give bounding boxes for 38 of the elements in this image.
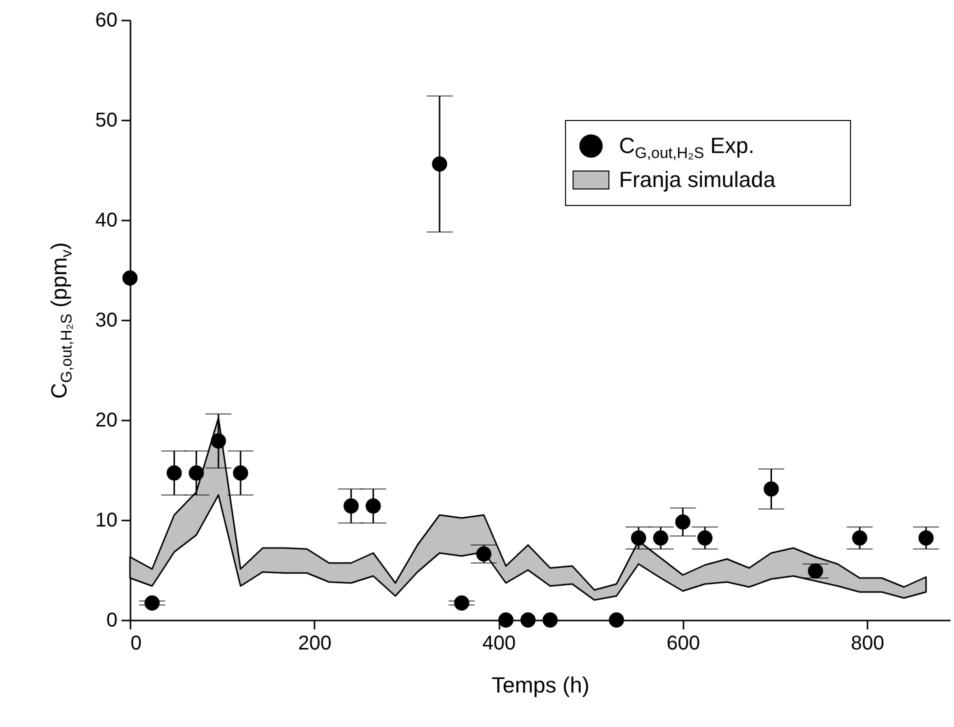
point bbox=[520, 612, 536, 628]
point bbox=[764, 481, 779, 497]
x-tick-label: 600 bbox=[666, 632, 700, 654]
point bbox=[675, 514, 690, 530]
point bbox=[608, 612, 624, 628]
y-tick-label: 10 bbox=[95, 510, 118, 532]
x-tick-label: 800 bbox=[850, 632, 884, 654]
point bbox=[631, 530, 646, 546]
point bbox=[697, 530, 713, 546]
point bbox=[232, 465, 248, 481]
point bbox=[498, 612, 514, 628]
y-tick-label: 60 bbox=[95, 10, 118, 32]
x-tick-label: 200 bbox=[298, 632, 332, 654]
point bbox=[366, 498, 381, 514]
point bbox=[852, 530, 868, 546]
point bbox=[918, 530, 934, 546]
x-tick-label: 0 bbox=[130, 632, 142, 654]
point bbox=[344, 498, 359, 514]
y-tick-label: 30 bbox=[95, 310, 118, 332]
y-tick-label: 50 bbox=[95, 110, 118, 132]
y-tick-label: 0 bbox=[106, 610, 118, 632]
point bbox=[188, 465, 204, 481]
x-tick-label: 400 bbox=[482, 632, 516, 654]
point bbox=[166, 465, 182, 481]
legend-label: Franja simulada bbox=[619, 167, 776, 192]
point bbox=[454, 595, 470, 611]
point bbox=[144, 595, 160, 611]
point bbox=[653, 530, 668, 546]
legend-label: C$_{G,out,H₂S}$ Exp. bbox=[619, 133, 754, 162]
y-tick-label: 20 bbox=[95, 410, 118, 432]
x-axis-title: Temps (h) bbox=[492, 672, 590, 698]
point bbox=[542, 612, 558, 628]
point bbox=[210, 433, 226, 449]
point bbox=[808, 563, 824, 579]
point bbox=[432, 156, 448, 172]
y-tick-label: 40 bbox=[95, 210, 118, 232]
point bbox=[476, 546, 492, 562]
point bbox=[122, 270, 138, 286]
